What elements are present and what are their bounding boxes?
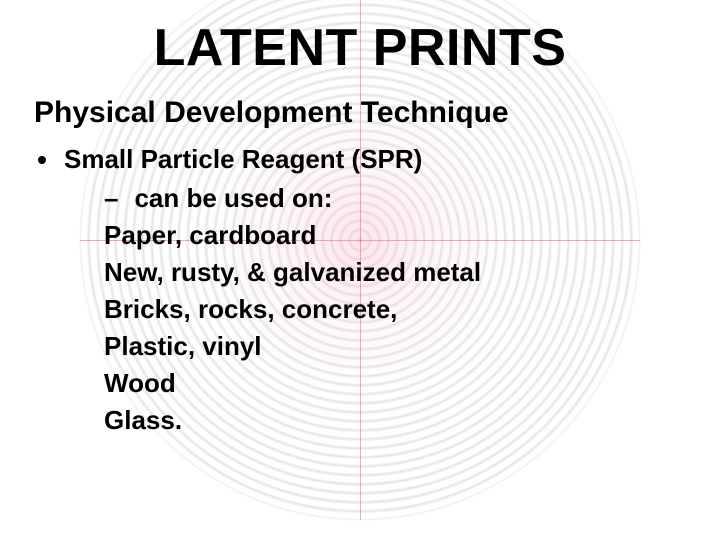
bullet-level-1: Small Particle Reagent (SPR) [38, 144, 686, 175]
list-item: New, rusty, & galvanized metal [104, 257, 686, 288]
list-item: Glass. [104, 405, 686, 436]
bullet-dash-icon: – [104, 183, 118, 214]
bullet-dot-icon [38, 156, 46, 164]
slide-content: LATENT PRINTS Physical Development Techn… [0, 0, 720, 436]
bullet-level-2-text: can be used on: [134, 183, 332, 214]
slide-subtitle: Physical Development Technique [34, 96, 686, 130]
bullet-level-2: – can be used on: [104, 183, 686, 214]
level-2-block: – can be used on: Paper, cardboard New, … [104, 183, 686, 436]
bullet-level-1-text: Small Particle Reagent (SPR) [64, 144, 422, 175]
list-item: Wood [104, 368, 686, 399]
list-item: Plastic, vinyl [104, 331, 686, 362]
slide-title: LATENT PRINTS [34, 18, 686, 78]
list-item: Paper, cardboard [104, 220, 686, 251]
list-item: Bricks, rocks, concrete, [104, 294, 686, 325]
